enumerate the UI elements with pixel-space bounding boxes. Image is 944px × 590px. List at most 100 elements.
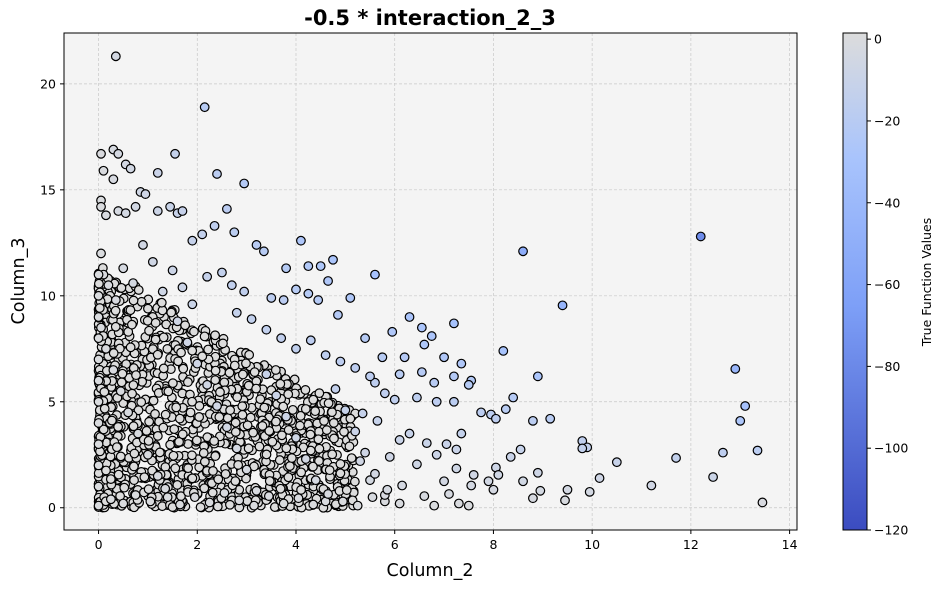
data-point xyxy=(144,325,154,336)
data-point xyxy=(695,231,706,242)
data-point xyxy=(357,408,368,419)
data-point xyxy=(735,415,746,426)
data-point xyxy=(389,394,400,405)
data-point xyxy=(329,433,339,444)
data-point xyxy=(108,174,119,185)
data-point xyxy=(483,476,494,487)
data-point xyxy=(93,354,104,365)
data-point xyxy=(271,416,281,427)
data-point xyxy=(708,472,718,482)
data-point xyxy=(419,339,430,350)
data-point xyxy=(106,415,117,426)
data-point xyxy=(128,278,139,288)
data-point xyxy=(133,285,144,295)
data-point xyxy=(219,377,230,388)
data-point xyxy=(340,405,351,416)
data-point xyxy=(158,363,169,374)
data-point xyxy=(147,256,158,267)
data-point xyxy=(128,421,139,432)
data-point xyxy=(431,396,442,407)
data-point xyxy=(110,51,121,62)
data-point xyxy=(185,407,196,418)
data-point xyxy=(202,379,213,390)
data-point xyxy=(175,499,185,510)
data-point xyxy=(498,346,509,356)
data-point xyxy=(429,500,440,511)
data-point xyxy=(119,482,130,493)
data-point xyxy=(439,352,449,363)
data-point xyxy=(234,495,245,506)
data-point xyxy=(224,367,235,378)
data-point xyxy=(199,483,210,494)
data-point xyxy=(370,269,380,280)
data-point xyxy=(584,486,595,497)
x-tick-label: 4 xyxy=(292,537,300,552)
data-point xyxy=(212,501,223,512)
data-point xyxy=(133,405,144,416)
data-point xyxy=(143,303,153,314)
colorbar-tick-label: 0 xyxy=(874,32,882,47)
data-point xyxy=(263,491,274,501)
data-point xyxy=(237,369,248,380)
data-point xyxy=(152,471,163,481)
data-point xyxy=(170,148,180,159)
data-point xyxy=(321,425,332,435)
data-point xyxy=(528,415,538,426)
data-point xyxy=(355,456,366,467)
data-point xyxy=(96,148,106,159)
data-point xyxy=(259,246,269,257)
data-point xyxy=(172,316,183,327)
data-point xyxy=(404,312,415,322)
data-point xyxy=(444,489,454,499)
data-point xyxy=(300,404,311,414)
data-point xyxy=(212,169,222,179)
data-point xyxy=(463,379,474,390)
data-point xyxy=(557,300,568,311)
data-point xyxy=(182,377,193,387)
data-point xyxy=(594,473,605,483)
data-point xyxy=(416,367,427,378)
data-point xyxy=(93,460,104,471)
data-point xyxy=(451,444,462,455)
data-point xyxy=(139,472,150,483)
data-point xyxy=(387,326,398,337)
data-point xyxy=(237,401,248,412)
data-point xyxy=(335,356,346,367)
data-point xyxy=(278,401,289,412)
data-point xyxy=(350,426,361,437)
data-point xyxy=(99,386,110,397)
data-point xyxy=(281,263,292,274)
data-point xyxy=(96,201,106,212)
data-point xyxy=(128,380,139,391)
data-point xyxy=(372,415,383,426)
data-point xyxy=(230,476,241,487)
data-point xyxy=(130,490,141,500)
data-point xyxy=(128,295,139,306)
data-point xyxy=(466,480,477,491)
y-axis-label: Column_3 xyxy=(9,238,29,325)
data-point xyxy=(116,282,127,293)
data-point xyxy=(101,343,111,354)
data-point xyxy=(187,450,197,461)
x-tick-label: 2 xyxy=(193,537,201,552)
data-point xyxy=(310,475,321,486)
data-point xyxy=(394,435,405,445)
data-point xyxy=(152,431,163,441)
x-tick-label: 0 xyxy=(95,537,103,552)
data-point xyxy=(291,432,301,443)
data-point xyxy=(93,312,104,322)
x-tick-label: 8 xyxy=(489,537,497,552)
data-point xyxy=(314,443,325,454)
data-point xyxy=(323,489,333,499)
data-point xyxy=(327,407,337,418)
data-point xyxy=(752,445,763,456)
data-point xyxy=(270,365,281,375)
data-point xyxy=(346,453,357,463)
data-point xyxy=(337,496,348,507)
data-point xyxy=(718,447,728,458)
data-point xyxy=(283,472,294,483)
data-point xyxy=(532,467,543,478)
data-point xyxy=(313,295,324,305)
data-point xyxy=(93,481,104,492)
data-point xyxy=(352,500,363,511)
